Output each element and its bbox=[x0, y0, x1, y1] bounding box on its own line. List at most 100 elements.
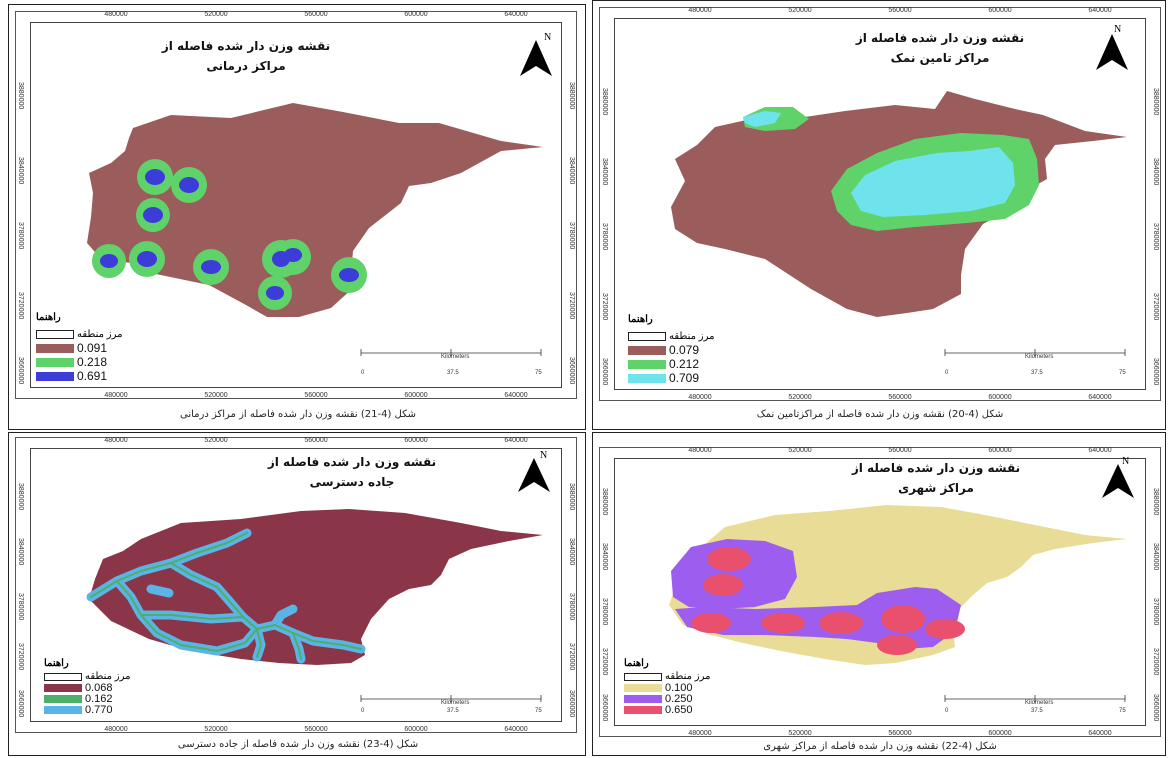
legend-boundary-swatch bbox=[36, 329, 74, 339]
panel-salt: 480000 520000 560000 600000 640000 48000… bbox=[592, 0, 1166, 430]
legend-boundary-swatch bbox=[624, 672, 662, 681]
scale-label: 0 bbox=[361, 370, 365, 376]
y-tick: 3720000 bbox=[1152, 648, 1159, 676]
x-tick: 600000 bbox=[404, 392, 428, 399]
scale-label: 37.5 bbox=[447, 708, 459, 714]
y-tick: 3840000 bbox=[568, 538, 575, 566]
legend: راهنما مرز منطقه 0.068 0.162 0.770 bbox=[44, 658, 184, 716]
legend-value: 0.650 bbox=[665, 703, 693, 716]
map-title-line1: نقشه وزن دار شده فاصله از bbox=[851, 461, 1021, 475]
map-title: نقشه وزن دار شده فاصله از مراکز درمانی bbox=[146, 36, 346, 76]
legend-value: 0.709 bbox=[669, 371, 700, 385]
x-tick: 640000 bbox=[504, 392, 528, 399]
scale-unit: Kilometers bbox=[1025, 354, 1054, 360]
x-tick: 480000 bbox=[104, 11, 128, 18]
legend-item: 0.212 bbox=[628, 357, 768, 371]
scale-unit: Kilometers bbox=[441, 354, 470, 360]
x-tick: 640000 bbox=[504, 437, 528, 444]
north-label: N bbox=[1122, 456, 1130, 467]
x-tick: 520000 bbox=[204, 392, 228, 399]
x-tick: 520000 bbox=[788, 447, 812, 454]
legend-swatch bbox=[624, 705, 662, 714]
y-tick: 3780000 bbox=[1152, 598, 1159, 626]
y-tick: 3660000 bbox=[601, 358, 608, 386]
map-title-line2: مراکز تامین نمک bbox=[890, 51, 990, 65]
x-tick: 480000 bbox=[104, 726, 128, 733]
x-tick: 560000 bbox=[888, 730, 912, 737]
legend-item: 0.079 bbox=[628, 343, 768, 357]
x-tick: 600000 bbox=[988, 7, 1012, 14]
legend-value: 0.100 bbox=[665, 681, 693, 694]
legend-title: راهنما bbox=[44, 658, 69, 669]
scale-label: 75 bbox=[1119, 370, 1126, 376]
legend-swatch bbox=[628, 359, 666, 369]
legend-swatch bbox=[628, 373, 666, 383]
x-tick: 640000 bbox=[1088, 7, 1112, 14]
legend-item: 0.650 bbox=[624, 703, 764, 716]
scale-label: 75 bbox=[535, 708, 542, 714]
x-tick: 560000 bbox=[304, 437, 328, 444]
y-tick: 3780000 bbox=[601, 223, 608, 251]
map-title-line1: نقشه وزن دار شده فاصله از bbox=[267, 455, 437, 469]
y-tick: 3660000 bbox=[568, 357, 575, 385]
map-urban bbox=[669, 505, 1127, 702]
scale-label: 0 bbox=[945, 708, 949, 714]
x-tick: 560000 bbox=[304, 726, 328, 733]
x-tick: 560000 bbox=[888, 447, 912, 454]
legend-value: 0.250 bbox=[665, 692, 693, 705]
legend: راهنما مرز منطقه 0.100 0.250 0.650 bbox=[624, 658, 764, 716]
x-tick: 480000 bbox=[688, 7, 712, 14]
x-tick: 560000 bbox=[888, 7, 912, 14]
map-title-line2: مراکز شهری bbox=[898, 481, 974, 495]
legend: راهنما مرز منطقه 0.079 0.212 0.709 bbox=[628, 314, 768, 385]
x-tick: 640000 bbox=[1088, 394, 1112, 401]
map-title-line1: نقشه وزن دار شده فاصله از bbox=[161, 39, 331, 53]
y-tick: 3880000 bbox=[1152, 488, 1159, 516]
legend-value: 0.691 bbox=[77, 369, 108, 383]
legend-value: 0.770 bbox=[85, 703, 113, 716]
map-title: نقشه وزن دار شده فاصله از مراکز شهری bbox=[836, 458, 1036, 498]
x-tick: 560000 bbox=[304, 11, 328, 18]
x-tick: 520000 bbox=[788, 7, 812, 14]
scale-label: 37.5 bbox=[1031, 708, 1043, 714]
north-arrow-icon bbox=[1102, 464, 1134, 498]
y-tick: 3780000 bbox=[17, 593, 24, 621]
legend-swatch bbox=[628, 345, 666, 355]
legend-swatch bbox=[44, 683, 82, 692]
map-title-line1: نقشه وزن دار شده فاصله از bbox=[855, 31, 1025, 45]
legend-item: 0.250 bbox=[624, 692, 764, 705]
x-tick: 600000 bbox=[988, 730, 1012, 737]
legend-boundary-label: مرز منطقه bbox=[77, 328, 123, 340]
map-title-line2: مراکز درمانی bbox=[206, 59, 286, 73]
map-area-salt bbox=[614, 18, 1146, 390]
map-frame-road: 480000 520000 560000 600000 640000 48000… bbox=[15, 437, 577, 733]
y-tick: 3840000 bbox=[568, 157, 575, 185]
figure-caption: شکل (4-20) نقشه وزن دار شده فاصله از مرا… bbox=[756, 409, 1004, 420]
y-tick: 3660000 bbox=[1152, 358, 1159, 386]
legend-boundary: مرز منطقه bbox=[44, 671, 184, 682]
y-tick: 3880000 bbox=[601, 488, 608, 516]
north-label: N bbox=[1114, 24, 1122, 35]
legend-swatch bbox=[36, 371, 74, 381]
legend-value: 0.068 bbox=[85, 681, 113, 694]
legend-item: 0.709 bbox=[628, 371, 768, 385]
legend-swatch bbox=[44, 705, 82, 714]
y-tick: 3660000 bbox=[601, 694, 608, 722]
legend-boundary-swatch bbox=[44, 672, 82, 681]
map-frame-urban: 480000 520000 560000 600000 640000 48000… bbox=[599, 447, 1161, 737]
figure-caption: شکل (4-21) نقشه وزن دار شده فاصله از مرا… bbox=[180, 409, 416, 420]
x-tick: 600000 bbox=[404, 11, 428, 18]
y-tick: 3880000 bbox=[568, 483, 575, 511]
legend-value: 0.091 bbox=[77, 341, 108, 355]
y-tick: 3720000 bbox=[568, 292, 575, 320]
x-tick: 480000 bbox=[688, 730, 712, 737]
north-arrow-icon bbox=[520, 40, 552, 76]
y-tick: 3780000 bbox=[568, 222, 575, 250]
x-tick: 600000 bbox=[404, 726, 428, 733]
y-tick: 3720000 bbox=[601, 293, 608, 321]
x-tick: 520000 bbox=[204, 437, 228, 444]
map-title: نقشه وزن دار شده فاصله از جاده دسترسی bbox=[252, 452, 452, 492]
x-tick: 640000 bbox=[1088, 730, 1112, 737]
legend-boundary-swatch bbox=[628, 331, 666, 341]
legend-boundary: مرز منطقه bbox=[36, 327, 176, 341]
